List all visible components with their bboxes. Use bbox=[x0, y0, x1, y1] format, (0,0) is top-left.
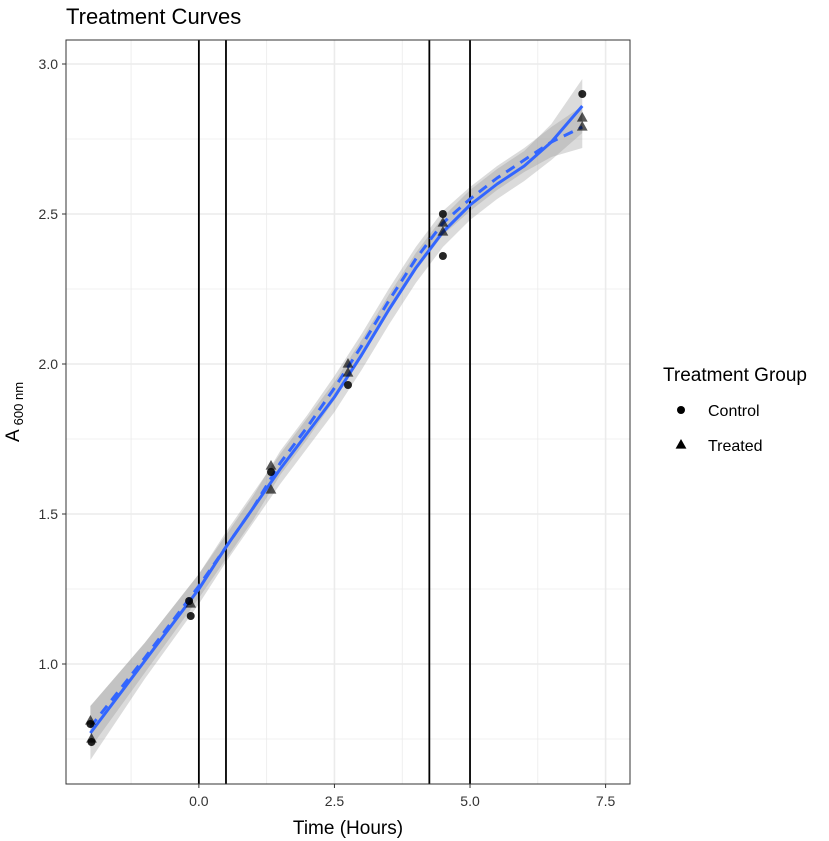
point-treated bbox=[85, 715, 96, 725]
point-control bbox=[578, 90, 587, 98]
point-treated bbox=[437, 217, 449, 227]
x-tick-label: 5.0 bbox=[460, 793, 480, 809]
y-tick-label: 2.5 bbox=[39, 206, 59, 222]
x-tick-label: 0.0 bbox=[189, 793, 209, 809]
point-control bbox=[438, 252, 447, 260]
x-tick-label: 2.5 bbox=[325, 793, 345, 809]
point-treated bbox=[265, 484, 277, 494]
point-treated bbox=[342, 367, 354, 377]
y-tick-label: 1.0 bbox=[39, 656, 59, 672]
chart-title: Treatment Curves bbox=[66, 4, 241, 29]
panel-border bbox=[65, 39, 631, 785]
fit-line-treated bbox=[89, 125, 583, 728]
point-treated bbox=[265, 460, 277, 470]
y-tick-label: 3.0 bbox=[39, 56, 59, 72]
confidence-ribbons bbox=[90, 79, 583, 760]
point-control bbox=[344, 381, 352, 389]
y-axis-label-main: A bbox=[3, 429, 24, 442]
y-axis-label-sub: 600 nm bbox=[11, 382, 26, 425]
legend-label-treated: Treated bbox=[708, 438, 763, 455]
grid-minor bbox=[66, 40, 630, 784]
point-treated bbox=[86, 733, 97, 743]
legend-title: Treatment Group bbox=[663, 365, 807, 386]
y-tick-label: 2.0 bbox=[39, 356, 59, 372]
point-treated bbox=[185, 598, 197, 608]
y-axis-label: A 600 nm bbox=[3, 382, 26, 442]
x-axis-ticks: 0.0 2.5 5.0 7.5 bbox=[189, 784, 616, 809]
point-treated bbox=[576, 112, 588, 122]
y-axis-ticks: 1.0 1.5 2.0 2.5 3.0 bbox=[39, 56, 66, 672]
legend-entries: Control Treated bbox=[675, 403, 763, 455]
fit-lines bbox=[89, 105, 584, 734]
point-control bbox=[266, 468, 275, 476]
data-points bbox=[85, 90, 588, 746]
point-treated bbox=[342, 358, 354, 368]
confidence-ribbon-control bbox=[90, 79, 583, 760]
x-axis-label: Time (Hours) bbox=[293, 818, 403, 839]
legend-key-treated bbox=[675, 439, 687, 449]
point-treated bbox=[437, 226, 449, 236]
point-treated bbox=[576, 121, 588, 131]
point-control bbox=[186, 612, 195, 620]
point-control bbox=[438, 210, 447, 218]
x-tick-label: 7.5 bbox=[596, 793, 616, 809]
legend: Treatment Group Control Treated bbox=[663, 365, 807, 455]
legend-key-control bbox=[677, 406, 685, 414]
legend-label-control: Control bbox=[708, 403, 760, 420]
y-tick-label: 1.5 bbox=[39, 506, 59, 522]
vertical-reference-lines bbox=[197, 40, 471, 784]
